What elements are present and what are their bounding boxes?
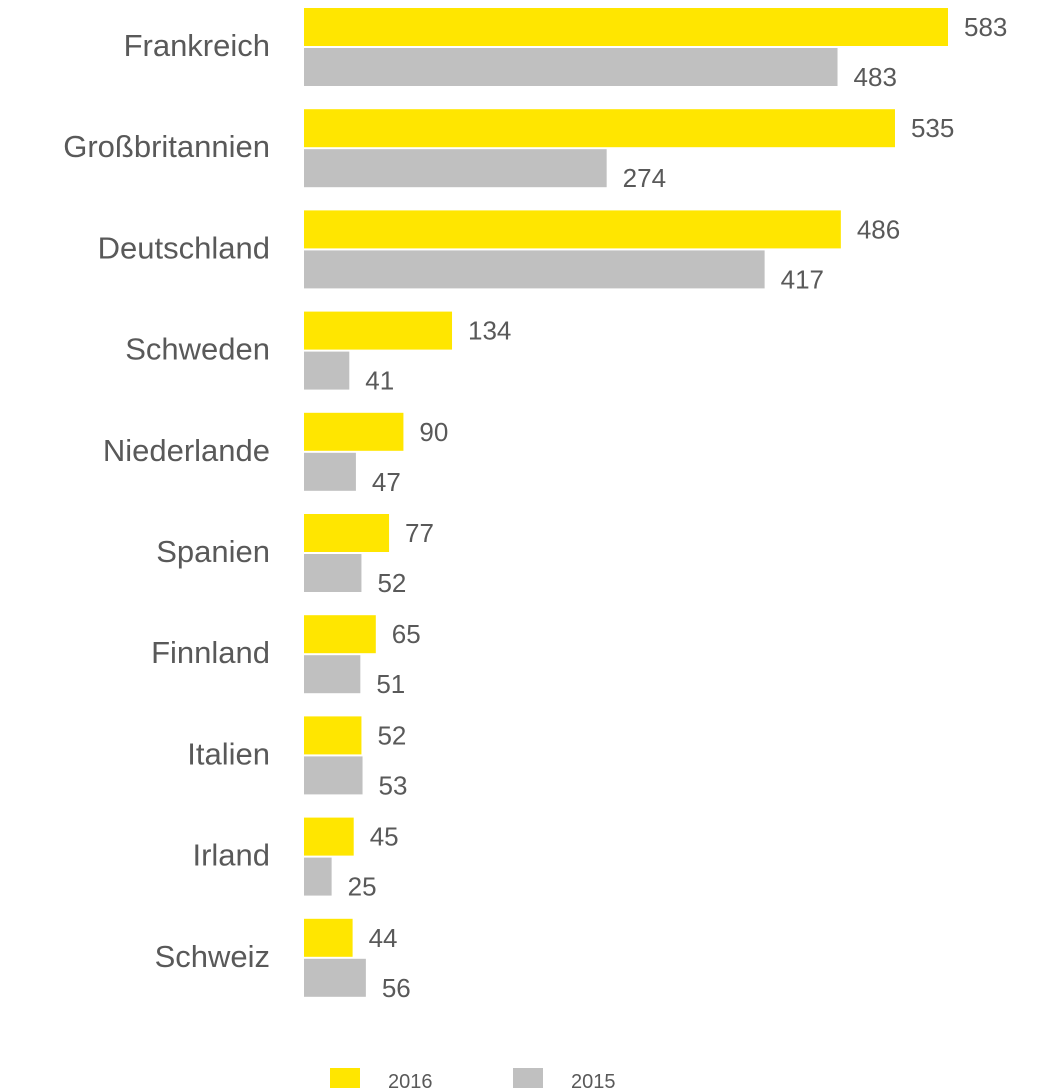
- bar-2015-schweden: [304, 351, 350, 390]
- value-label-2015-niederlande: 47: [372, 467, 401, 497]
- category-label-finnland: Finnland: [151, 635, 270, 670]
- category-label-italien: Italien: [187, 736, 270, 771]
- legend-label-2016: 2016: [388, 1071, 433, 1088]
- value-label-2016-gro-britannien: 535: [911, 113, 954, 143]
- bar-2015-spanien: [304, 554, 362, 592]
- value-label-2015-deutschland: 417: [781, 264, 824, 294]
- value-label-2015-irland: 25: [348, 872, 377, 902]
- bar-2016-finnland: [304, 615, 376, 654]
- value-label-2016-frankreich: 583: [964, 12, 1007, 42]
- bar-2016-gro-britannien: [304, 109, 895, 148]
- value-label-2015-schweden: 41: [365, 366, 394, 396]
- bar-2016-deutschland: [304, 210, 841, 249]
- value-label-2016-spanien: 77: [405, 518, 434, 548]
- legend: 2016 2015: [330, 1068, 616, 1088]
- value-label-2016-irland: 45: [370, 822, 399, 852]
- category-label-schweiz: Schweiz: [155, 939, 270, 974]
- value-label-2015-gro-britannien: 274: [623, 163, 666, 193]
- category-label-gro-britannien: Großbritannien: [63, 129, 270, 164]
- value-label-2015-italien: 53: [379, 770, 408, 800]
- bar-2016-niederlande: [304, 412, 404, 451]
- legend-label-2015: 2015: [571, 1071, 616, 1088]
- plot-area: Frankreich 583 483 Großbritannien 535 274 Deut…: [63, 8, 1007, 1003]
- bar-2016-schweiz: [304, 918, 353, 957]
- bar-2015-frankreich: [304, 48, 838, 86]
- value-label-2015-finnland: 51: [376, 669, 405, 699]
- bar-2015-finnland: [304, 655, 361, 694]
- bar-2015-irland: [304, 857, 332, 896]
- bar-2015-gro-britannien: [304, 149, 607, 188]
- value-label-2016-italien: 52: [377, 720, 406, 750]
- category-label-spanien: Spanien: [156, 534, 270, 569]
- category-label-niederlande: Niederlande: [103, 433, 270, 468]
- category-label-deutschland: Deutschland: [98, 230, 270, 265]
- value-label-2016-finnland: 65: [392, 619, 421, 649]
- bar-2015-italien: [304, 756, 363, 795]
- value-label-2016-schweden: 134: [468, 316, 511, 346]
- category-label-frankreich: Frankreich: [124, 28, 270, 63]
- bar-2016-spanien: [304, 514, 390, 552]
- bar-2016-schweden: [304, 311, 453, 350]
- bar-2015-deutschland: [304, 250, 765, 289]
- bar-2016-frankreich: [304, 8, 948, 46]
- bar-2016-irland: [304, 817, 354, 856]
- value-label-2015-schweiz: 56: [382, 973, 411, 1003]
- bar-2016-italien: [304, 716, 362, 755]
- category-label-schweden: Schweden: [125, 332, 270, 367]
- value-label-2015-frankreich: 483: [854, 62, 897, 92]
- value-label-2016-niederlande: 90: [419, 417, 448, 447]
- value-label-2016-deutschland: 486: [857, 214, 900, 244]
- category-label-irland: Irland: [192, 838, 270, 873]
- bar-2015-schweiz: [304, 958, 366, 997]
- value-label-2015-spanien: 52: [377, 568, 406, 598]
- value-label-2016-schweiz: 44: [369, 923, 398, 953]
- legend-swatch-2015: [513, 1068, 543, 1088]
- bar-2015-niederlande: [304, 452, 356, 491]
- legend-swatch-2016: [330, 1068, 360, 1088]
